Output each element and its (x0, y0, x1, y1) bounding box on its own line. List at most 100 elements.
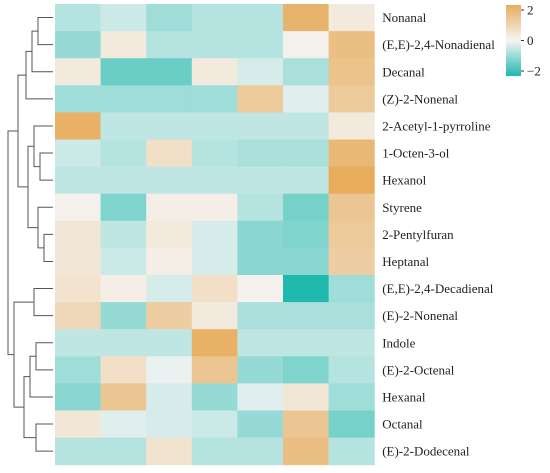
heatmap-cell-zz-12 (283, 329, 330, 357)
heatmap-cell-wk-1 (55, 31, 102, 59)
heatmap-cell-xy-13 (191, 356, 238, 384)
row-label: (E,E)-2,4-Nonadienal (382, 37, 495, 52)
heatmap-cell-zk-16 (100, 437, 147, 466)
heatmap-cell-jt-14 (146, 383, 193, 411)
heatmap-cell-wk-7 (55, 193, 102, 222)
heatmap-cell-wl-11 (328, 302, 375, 330)
row-label: Styrene (382, 200, 422, 215)
heatmap-cell-wl-1 (328, 31, 375, 59)
heatmap-cell-wl-8 (328, 220, 375, 249)
heatmap-cell-jt-8 (146, 220, 193, 249)
heatmap-cell-zk-14 (100, 383, 147, 411)
heatmap-cell-xy-14 (191, 383, 238, 411)
heatmap-cell-jt-13 (146, 356, 193, 384)
heatmap-cell-wl-0 (328, 4, 375, 32)
heatmap-cell-zz-3 (283, 85, 330, 113)
heatmap-cell-wk-16 (55, 437, 102, 466)
heatmap-cell-xy-5 (191, 139, 238, 168)
heatmap-cell-xy-9 (191, 247, 238, 276)
legend-colorbar (506, 5, 521, 76)
heatmap-cell-wk-9 (55, 247, 102, 276)
heatmap-cell-lj-10 (237, 275, 284, 303)
heatmap-cell-wl-6 (328, 166, 375, 195)
color-legend: 2 0 −2 (506, 3, 541, 79)
row-label: (E)-2-Octenal (382, 362, 455, 377)
row-label: Heptanal (382, 254, 429, 269)
dendrogram-branch-6 (37, 206, 53, 249)
heatmap-cell-lj-11 (237, 302, 284, 330)
heatmap-cell-zk-8 (100, 220, 147, 249)
dendrogram-branch-3 (39, 152, 53, 181)
heatmap-cell-wk-2 (55, 58, 102, 86)
row-label: Hexanal (382, 389, 426, 404)
heatmap-cell-lj-12 (237, 329, 284, 357)
heatmap-cell-wl-13 (328, 356, 375, 384)
heatmap-cell-jt-7 (146, 193, 193, 222)
heatmap-cell-wk-4 (55, 112, 102, 140)
heatmap-cell-lj-8 (237, 220, 284, 249)
dendrogram-branch-9 (33, 288, 53, 317)
heatmap-cell-wl-10 (328, 275, 375, 303)
heatmap-cell-wl-9 (328, 247, 375, 276)
heatmap-cell-jt-12 (146, 329, 193, 357)
heatmap-cell-xy-3 (191, 85, 238, 113)
heatmap-cell-zk-11 (100, 302, 147, 330)
heatmap-cell-wk-3 (55, 85, 102, 113)
heatmap-cell-wl-12 (328, 329, 375, 357)
heatmap-cell-zk-10 (100, 275, 147, 303)
heatmap-cell-zz-6 (283, 166, 330, 195)
heatmap-cell-jt-2 (146, 58, 193, 86)
heatmap-cell-lj-1 (237, 31, 284, 59)
row-label: Indole (382, 335, 415, 350)
heatmap-cell-jt-16 (146, 437, 193, 466)
heatmap-cell-lj-14 (237, 383, 284, 411)
heatmap-cell-zk-3 (100, 85, 147, 113)
heatmap-cell-xy-6 (191, 166, 238, 195)
dendrogram-branch-10 (35, 342, 53, 371)
heatmap-cell-zz-5 (283, 139, 330, 168)
dendrogram-branch-11 (29, 355, 53, 398)
heatmap-cell-zz-8 (283, 220, 330, 249)
heatmap-cell-wk-0 (55, 4, 102, 32)
heatmap-cell-zz-4 (283, 112, 330, 140)
heatmap-cell-zk-7 (100, 193, 147, 222)
row-dendrogram (7, 17, 53, 452)
row-label: 1-Octen-3-ol (382, 146, 450, 161)
heatmap-cell-wl-14 (328, 383, 375, 411)
heatmap-cell-jt-5 (146, 139, 193, 168)
heatmap-cell-xy-12 (191, 329, 238, 357)
heatmap-cell-xy-11 (191, 302, 238, 330)
heatmap-cell-zz-14 (283, 383, 330, 411)
heatmap-cell-wk-14 (55, 383, 102, 411)
heatmap-cell-xy-8 (191, 220, 238, 249)
heatmap-cell-zz-1 (283, 31, 330, 59)
heatmap-cell-wk-13 (55, 356, 102, 384)
heatmap-cell-jt-3 (146, 85, 193, 113)
row-label: 2-Acetyl-1-pyrroline (382, 118, 491, 133)
heatmap-cell-wl-7 (328, 193, 375, 222)
heatmap-cell-jt-15 (146, 410, 193, 439)
dendrogram-branch-1 (31, 30, 53, 73)
heatmap-cell-zz-13 (283, 356, 330, 384)
heatmap-cell-lj-6 (237, 166, 284, 195)
row-label: 2-Pentylfuran (382, 227, 454, 242)
heatmap-cell-zk-13 (100, 356, 147, 384)
heatmap-cell-zz-16 (283, 437, 330, 466)
dendrogram-branch-4 (33, 125, 53, 168)
heatmap-cell-wk-15 (55, 410, 102, 439)
row-label: (E)-2-Dodecenal (382, 444, 470, 459)
heatmap-cell-wk-6 (55, 166, 102, 195)
heatmap-cell-wl-3 (328, 85, 375, 113)
heatmap-cell-jt-1 (146, 31, 193, 59)
heatmap-cell-xy-4 (191, 112, 238, 140)
heatmap-cell-zz-11 (283, 302, 330, 330)
dendrogram-branch-7 (27, 145, 38, 229)
heatmap-cell-zk-12 (100, 329, 147, 357)
heatmap-cell-wl-4 (328, 112, 375, 140)
heatmap-cell-wl-2 (328, 58, 375, 86)
heatmap-cell-zk-6 (100, 166, 147, 195)
heatmap-cell-wk-10 (55, 275, 102, 303)
heatmap-cell-zk-5 (100, 139, 147, 168)
heatmap-cell-zk-0 (100, 4, 147, 32)
